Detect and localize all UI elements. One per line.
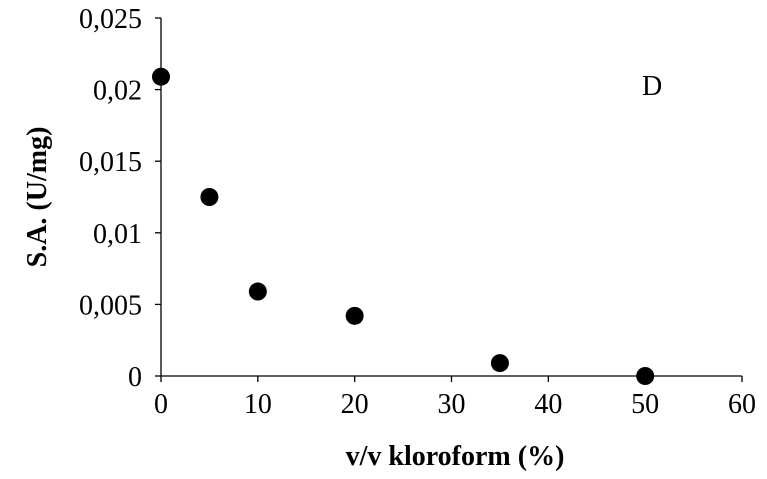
y-tick-label: 0,005 <box>79 290 142 321</box>
x-tick-label: 60 <box>728 389 756 420</box>
y-tick-label: 0,01 <box>93 219 142 250</box>
y-tick-label: 0,025 <box>79 4 142 35</box>
annotation: D <box>642 71 662 102</box>
x-tick-label: 50 <box>631 389 659 420</box>
x-tick-label: 40 <box>534 389 562 420</box>
x-axis-label: v/v kloroform (%) <box>346 441 565 472</box>
y-tick-label: 0 <box>128 362 142 393</box>
x-tick-label: 0 <box>154 389 168 420</box>
y-axis-label: S.A. (U/mg) <box>22 127 53 268</box>
data-point <box>248 282 267 301</box>
data-point <box>200 188 219 206</box>
x-tick-label: 10 <box>244 389 272 420</box>
y-tick-label: 0,015 <box>79 147 142 178</box>
x-tick-label: 30 <box>438 389 466 420</box>
data-point <box>490 354 509 373</box>
data-point <box>152 67 170 86</box>
y-tick-label: 0,02 <box>93 76 142 107</box>
data-point <box>636 367 655 385</box>
data-point <box>345 306 364 325</box>
x-tick-label: 20 <box>341 389 369 420</box>
